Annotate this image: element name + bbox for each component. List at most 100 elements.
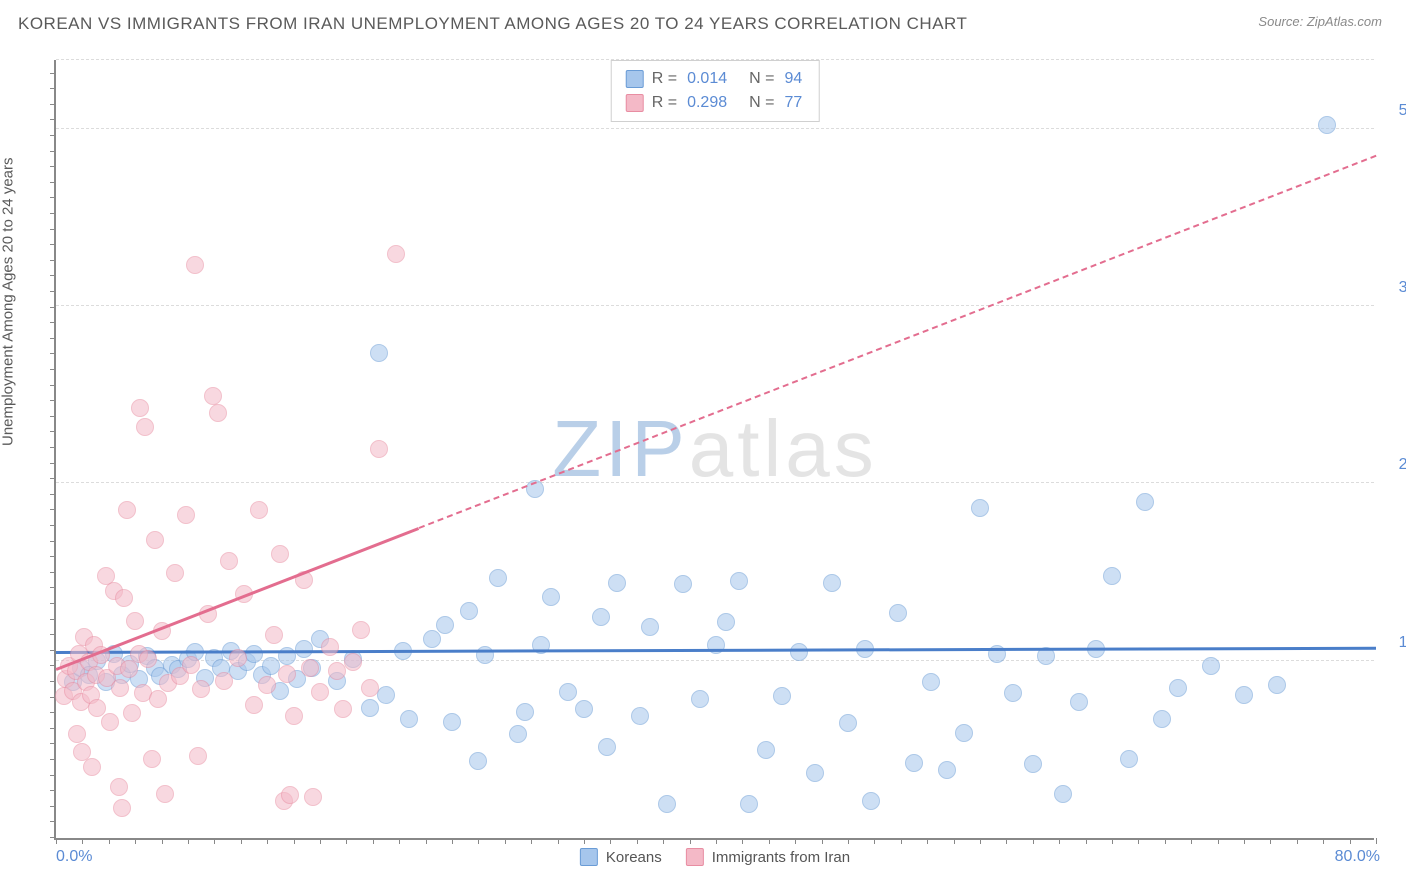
x-minor-tick [294, 838, 295, 844]
r-value: 0.298 [687, 91, 727, 115]
scatter-point [469, 752, 487, 770]
y-minor-tick [50, 478, 56, 479]
scatter-point [1169, 679, 1187, 697]
x-minor-tick [1112, 838, 1113, 844]
y-minor-tick [50, 244, 56, 245]
scatter-point [278, 665, 296, 683]
scatter-point [301, 659, 319, 677]
x-minor-tick [1218, 838, 1219, 844]
x-minor-tick [848, 838, 849, 844]
scatter-point [101, 713, 119, 731]
scatter-point [717, 613, 735, 631]
x-minor-tick [478, 838, 479, 844]
y-minor-tick [50, 353, 56, 354]
x-minor-tick [1270, 838, 1271, 844]
gridline [56, 59, 1374, 60]
scatter-point [575, 700, 593, 718]
gridline [56, 128, 1374, 129]
watermark: ZIPatlas [552, 403, 877, 495]
scatter-point [370, 440, 388, 458]
y-minor-tick [50, 400, 56, 401]
y-minor-tick [50, 416, 56, 417]
scatter-point [143, 750, 161, 768]
y-minor-tick [50, 728, 56, 729]
scatter-point [658, 795, 676, 813]
scatter-point [1120, 750, 1138, 768]
x-minor-tick [980, 838, 981, 844]
scatter-point [674, 575, 692, 593]
x-minor-tick [1165, 838, 1166, 844]
scatter-point [489, 569, 507, 587]
scatter-point [110, 778, 128, 796]
legend-swatch [626, 70, 644, 88]
y-minor-tick [50, 73, 56, 74]
series-legend-label: Immigrants from Iran [712, 849, 850, 866]
scatter-point [730, 572, 748, 590]
y-axis-tick-label: 12.5% [1382, 634, 1406, 652]
y-minor-tick [50, 182, 56, 183]
y-minor-tick [50, 463, 56, 464]
scatter-point [509, 725, 527, 743]
scatter-point [592, 608, 610, 626]
scatter-point [311, 683, 329, 701]
gridline [56, 305, 1374, 306]
scatter-point [542, 588, 560, 606]
x-minor-tick [769, 838, 770, 844]
scatter-point [707, 636, 725, 654]
y-minor-tick [50, 494, 56, 495]
source-attribution: Source: ZipAtlas.com [1258, 14, 1382, 29]
x-minor-tick [1191, 838, 1192, 844]
scatter-point [334, 700, 352, 718]
scatter-point [757, 741, 775, 759]
n-label: N = [749, 67, 774, 91]
scatter-point [118, 501, 136, 519]
scatter-point [113, 799, 131, 817]
y-minor-tick [50, 307, 56, 308]
scatter-point [691, 690, 709, 708]
scatter-point [123, 704, 141, 722]
r-value: 0.014 [687, 67, 727, 91]
y-minor-tick [50, 275, 56, 276]
y-minor-tick [50, 572, 56, 573]
scatter-point [1136, 493, 1154, 511]
scatter-point [1054, 785, 1072, 803]
correlation-legend: R =0.014N =94R =0.298N =77 [611, 60, 820, 122]
n-value: 94 [784, 67, 802, 91]
y-minor-tick [50, 806, 56, 807]
scatter-point [245, 696, 263, 714]
scatter-point [598, 738, 616, 756]
legend-swatch [580, 848, 598, 866]
watermark-rest: atlas [689, 404, 878, 493]
scatter-point [955, 724, 973, 742]
y-minor-tick [50, 619, 56, 620]
scatter-point [285, 707, 303, 725]
scatter-point [387, 245, 405, 263]
x-minor-tick [162, 838, 163, 844]
scatter-point [131, 399, 149, 417]
x-minor-tick [663, 838, 664, 844]
y-minor-tick [50, 634, 56, 635]
y-minor-tick [50, 213, 56, 214]
scatter-point [209, 404, 227, 422]
scatter-point [321, 638, 339, 656]
x-minor-tick [346, 838, 347, 844]
x-minor-tick [109, 838, 110, 844]
chart-title: KOREAN VS IMMIGRANTS FROM IRAN UNEMPLOYM… [18, 14, 967, 34]
scatter-point [304, 788, 322, 806]
scatter-point [839, 714, 857, 732]
scatter-point [265, 626, 283, 644]
x-minor-tick [188, 838, 189, 844]
scatter-point [136, 418, 154, 436]
y-minor-tick [50, 166, 56, 167]
x-minor-tick [214, 838, 215, 844]
scatter-point [68, 725, 86, 743]
scatter-point [215, 672, 233, 690]
y-minor-tick [50, 556, 56, 557]
y-minor-tick [50, 151, 56, 152]
y-minor-tick [50, 338, 56, 339]
y-minor-tick [50, 322, 56, 323]
x-minor-tick [505, 838, 506, 844]
scatter-point [1268, 676, 1286, 694]
y-axis-tick-label: 37.5% [1382, 279, 1406, 297]
legend-stat-row: R =0.014N =94 [626, 67, 805, 91]
